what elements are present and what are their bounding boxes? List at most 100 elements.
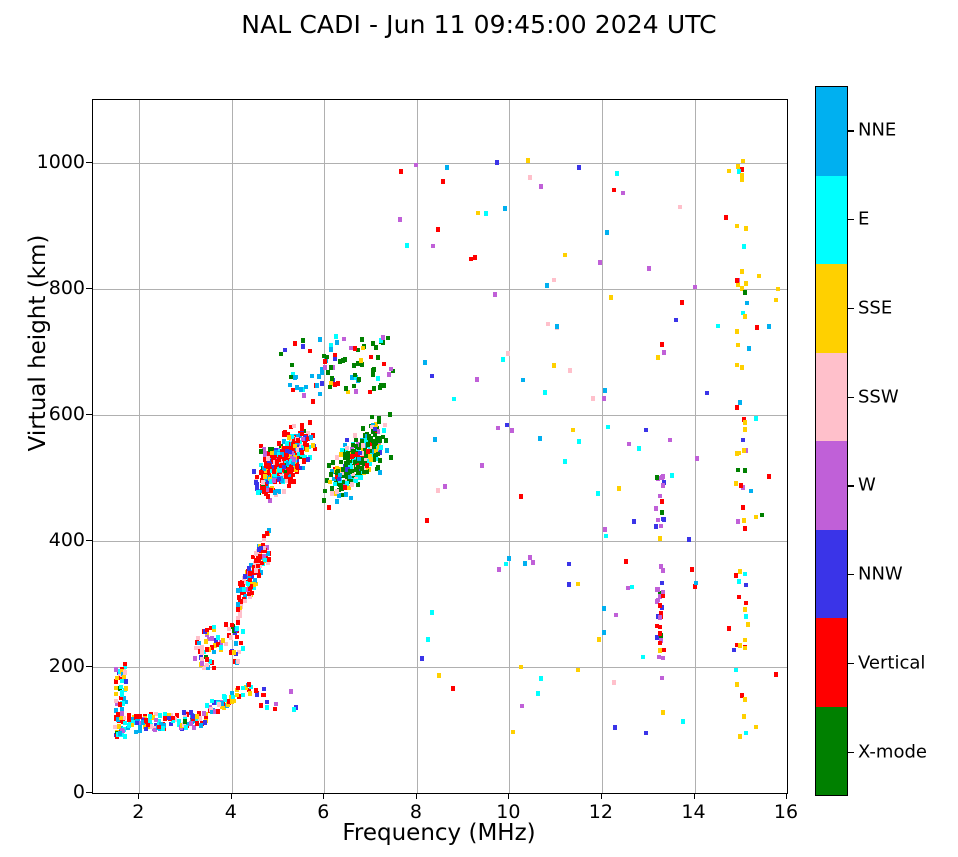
echo-marker [235,659,240,664]
echo-marker [738,569,743,574]
echo-marker [341,492,346,498]
echo-marker [279,477,284,483]
echo-marker [340,358,345,363]
echo-marker [695,456,700,461]
echo-marker [209,707,214,712]
echo-marker [766,324,771,329]
echo-marker [260,485,265,490]
echo-marker [265,560,270,566]
echo-marker [235,602,240,607]
echo-marker [261,533,266,539]
echo-marker [210,698,215,704]
echo-marker [300,465,305,471]
echo-marker [568,368,572,373]
echo-marker [185,721,190,727]
echo-marker [352,474,357,479]
echo-marker [269,479,273,484]
echo-marker [358,470,363,476]
echo-marker [626,441,631,447]
echo-marker [362,462,367,468]
echo-marker [740,693,744,699]
x-axis-tick-label: 8 [409,801,422,823]
echo-marker [359,438,364,444]
echo-marker [332,491,337,496]
echo-marker [374,452,378,457]
echo-marker [287,452,292,458]
echo-marker [736,578,741,584]
echo-marker [284,441,289,447]
echo-marker [242,598,247,604]
echo-marker [197,711,202,716]
echo-marker [137,724,142,730]
echo-marker [302,441,307,446]
echo-marker [370,438,375,444]
echo-marker [253,688,258,693]
colorbar-label-nnw: NNW [858,563,903,585]
echo-marker [199,657,204,662]
echo-marker [742,696,747,702]
echo-marker [303,454,308,460]
echo-marker [357,377,362,382]
echo-marker [301,393,306,398]
echo-marker [202,720,207,726]
echo-marker [741,448,746,453]
echo-marker [374,345,378,350]
echo-marker [281,489,286,494]
echo-marker [219,701,224,706]
echo-marker [115,732,120,737]
echo-marker [377,469,382,475]
echo-marker [612,679,617,685]
echo-marker [239,587,244,592]
y-axis-label: Virtual height (km) [25,234,51,452]
echo-marker [388,366,393,372]
x-axis-tick [323,793,325,799]
echo-marker [655,599,660,605]
echo-marker [377,458,382,463]
echo-marker [211,665,216,671]
echo-marker [605,424,610,430]
echo-marker [373,432,377,438]
echo-marker [522,561,527,566]
echo-marker [307,444,312,450]
gridline-horizontal [93,289,787,290]
echo-marker [734,572,739,578]
echo-marker [236,595,241,601]
echo-marker [266,487,271,492]
echo-marker [138,728,143,733]
echo-marker [736,282,741,287]
echo-marker [299,450,304,455]
echo-marker [298,439,303,445]
echo-marker [231,650,236,656]
echo-marker [274,468,279,473]
echo-marker [198,716,202,721]
echo-marker [265,705,270,710]
echo-marker [323,365,328,371]
echo-marker [114,675,119,681]
echo-marker [315,382,319,388]
echo-marker [212,649,217,655]
echo-marker [257,488,262,494]
echo-marker [290,371,295,377]
echo-marker [357,454,362,459]
echo-marker [154,711,159,717]
echo-marker [475,377,480,382]
echo-marker [566,561,571,567]
echo-marker [375,436,380,442]
echo-marker [221,638,225,643]
echo-marker [734,329,739,335]
echo-marker [176,722,181,728]
echo-marker [113,691,118,697]
echo-marker [659,523,664,529]
echo-marker [267,451,272,456]
echo-marker [654,524,659,529]
echo-marker [735,362,740,368]
echo-marker [374,456,379,462]
echo-marker [242,587,247,593]
echo-marker [773,297,778,303]
echo-marker [219,704,224,709]
echo-marker [381,383,386,388]
echo-marker [297,433,302,438]
echo-marker [661,647,666,653]
echo-marker [340,467,345,472]
echo-marker [122,661,127,667]
